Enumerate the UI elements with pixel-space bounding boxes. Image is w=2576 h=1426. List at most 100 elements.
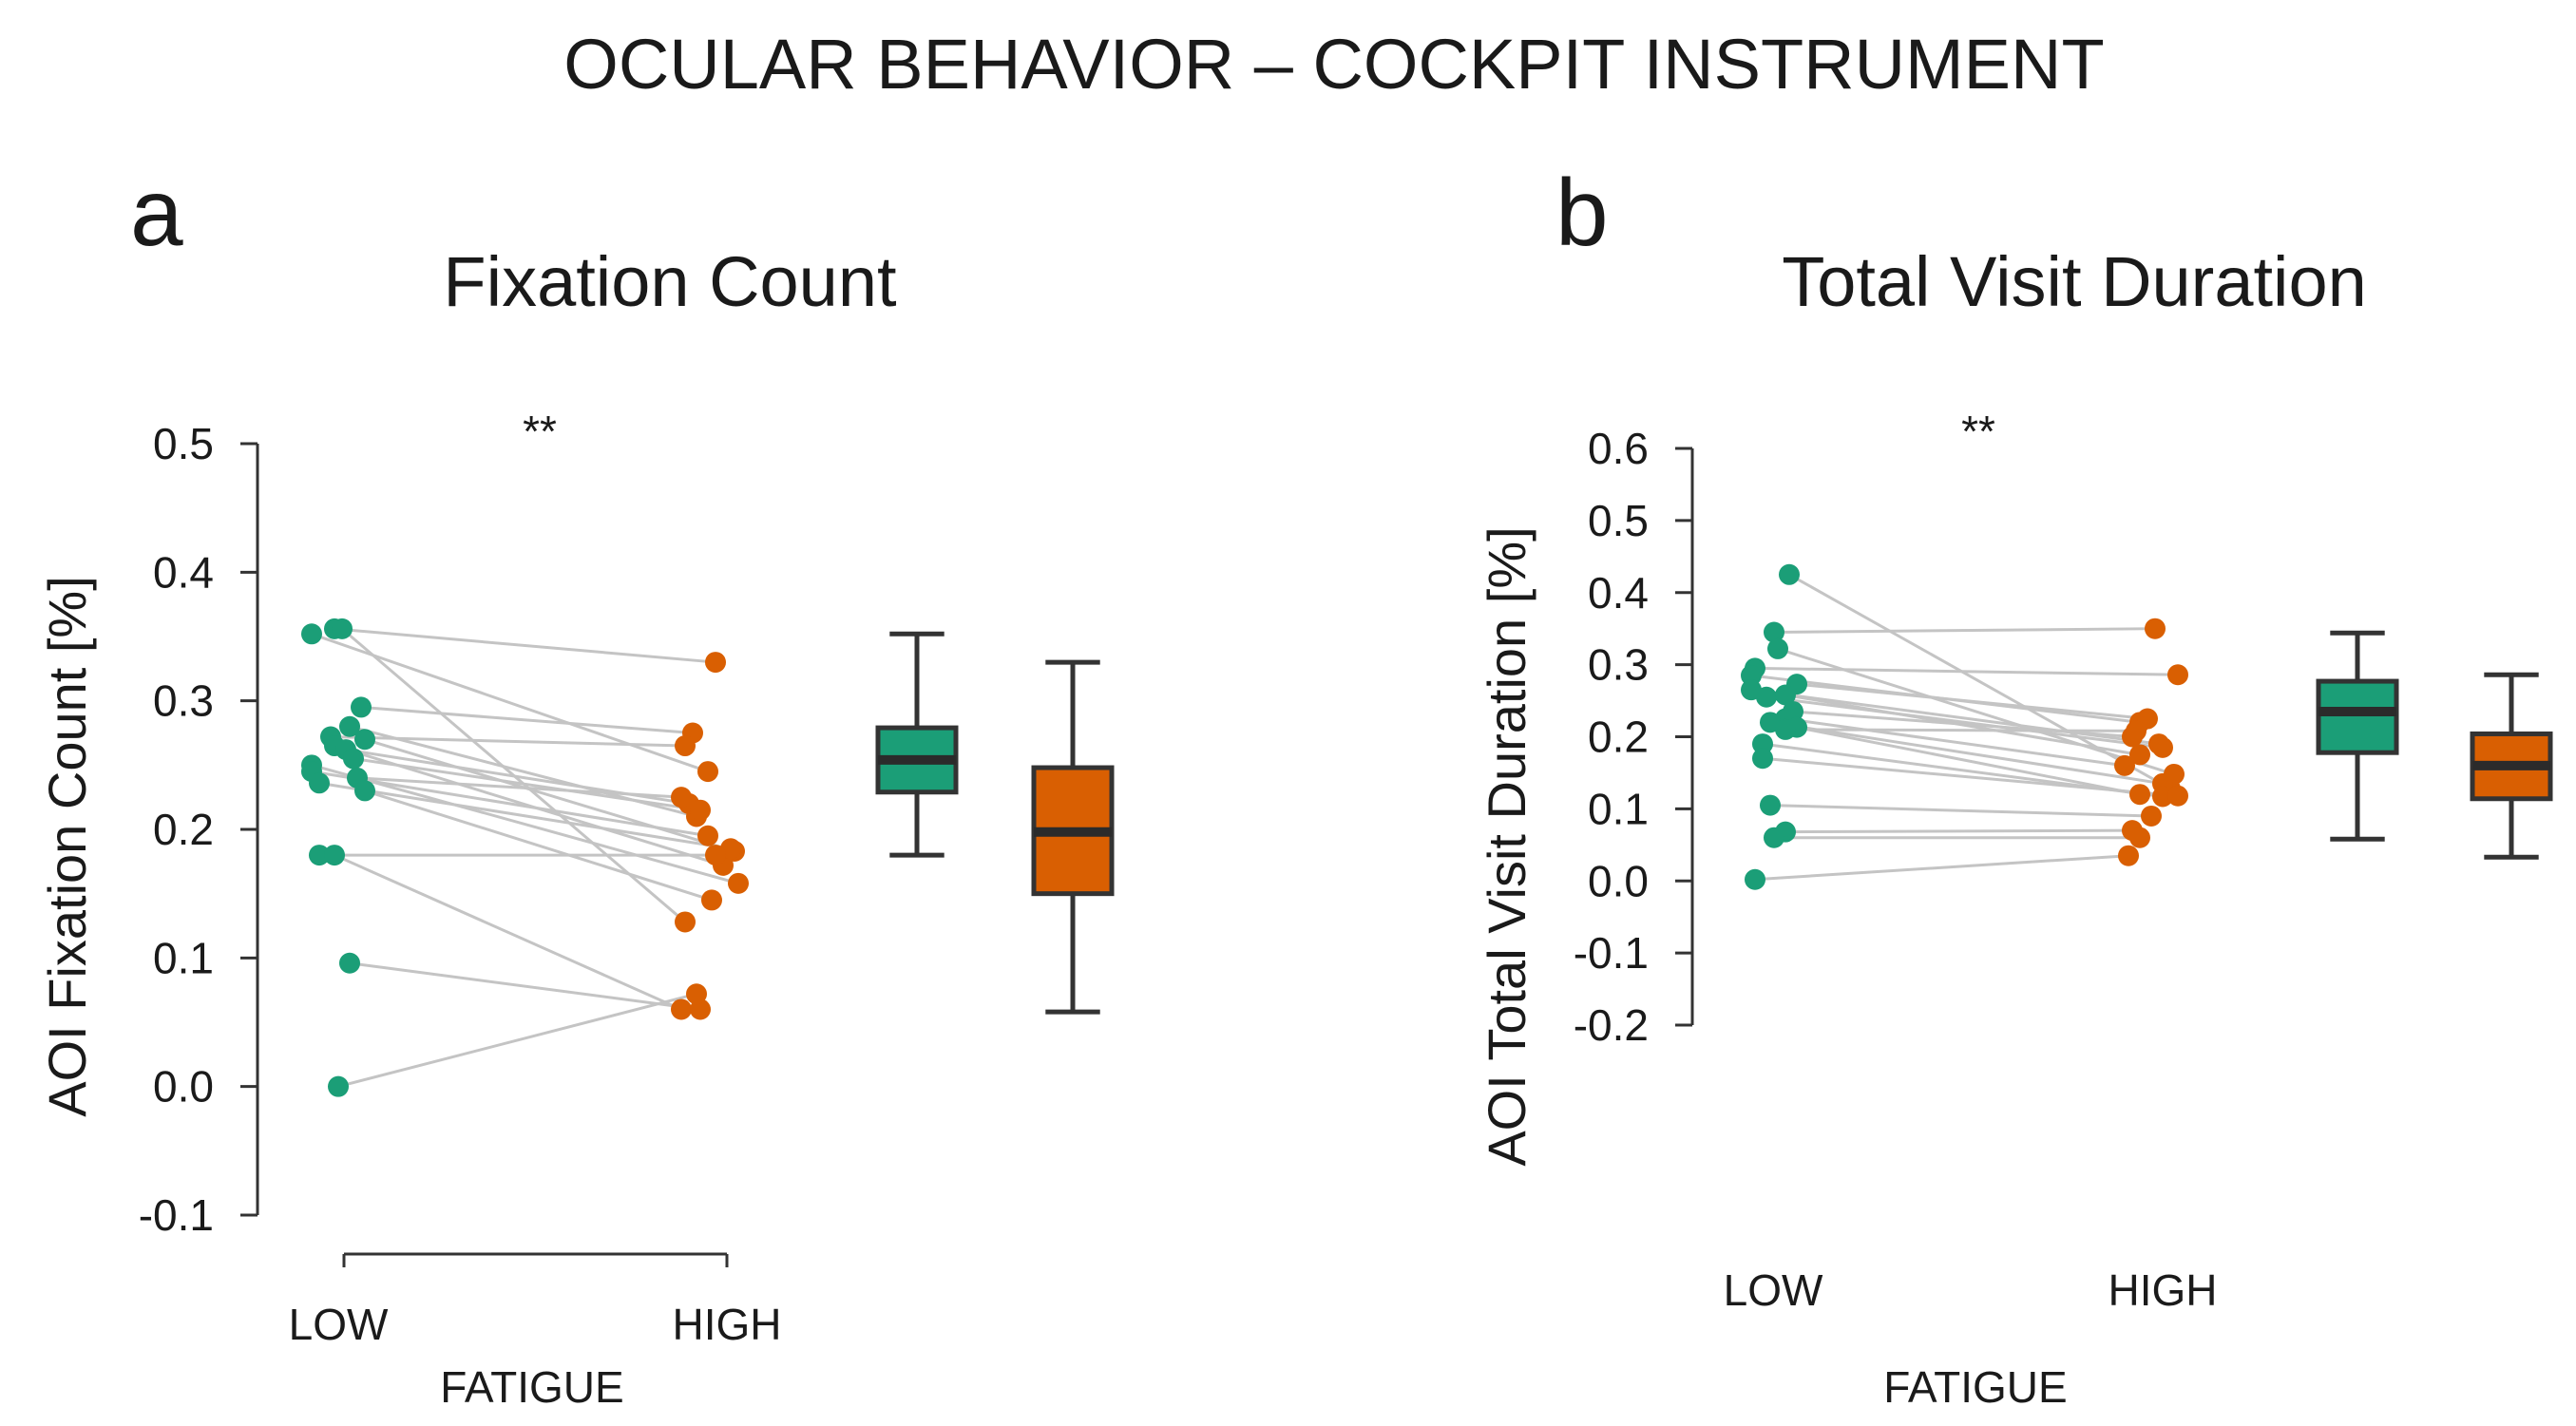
panel-b-x-label-high: HIGH — [2109, 1265, 2218, 1315]
panel-a-low-point — [339, 715, 360, 737]
panel-a-chart: -0.1 0.0 0.1 0.2 0.3 0.4 0.5 AOI Fixation Count… — [37, 407, 1115, 1412]
panel-b-chart: -0.2 -0.1 0.0 0.1 0.2 0.3 0.4 0.5 0.6 AOI Total V… — [1477, 407, 2553, 1412]
panel-b-low-point — [1767, 637, 1788, 659]
panel-a-low-point — [354, 729, 375, 751]
panel-a-pair-line — [318, 781, 732, 850]
panel-b-letter: b — [1555, 160, 1609, 266]
panel-b-y-tick-label: 0.6 — [1588, 424, 1649, 473]
panel-b-y-tick-label: 0.0 — [1588, 856, 1649, 905]
panel-b-pair-line — [1754, 666, 2179, 676]
panel-b-pair-line — [1765, 695, 2164, 750]
panel-b-y-axis-title: AOI Total Visit Duration [%] — [1477, 526, 1536, 1166]
panel-b-high-point — [2152, 736, 2173, 758]
panel-b-low-point — [1764, 621, 1784, 643]
panel-a-y-axis-title: AOI Fixation Count [%] — [37, 576, 97, 1117]
panel-b-low-point — [1752, 748, 1773, 770]
panel-a-pair-line — [337, 992, 697, 1089]
panel-b-low-point — [1775, 684, 1796, 706]
panel-a-high-point — [728, 872, 749, 894]
panel-a-low-point — [301, 623, 322, 645]
panel-a-y-tick-label: 0.2 — [153, 805, 214, 854]
panel-b-low-point — [1741, 665, 1762, 687]
panel-a-high-point — [705, 845, 726, 866]
panel-b-high-point — [2167, 664, 2188, 686]
panel-a-high-point — [671, 787, 692, 808]
panel-b-low-point — [1752, 733, 1773, 755]
panel-a-y-tick-label: -0.1 — [139, 1190, 214, 1240]
panel-b-pair-line — [1784, 728, 2137, 732]
panel-a-pair-line — [349, 961, 701, 1011]
panel-a-y-tick-label: 0.3 — [153, 676, 214, 726]
panel-a-low-point — [339, 952, 360, 974]
panel-b-y-tick-label: 0.1 — [1588, 784, 1649, 833]
panel-a-y-tick-label: 0.0 — [153, 1062, 214, 1112]
panel-a-low-point — [309, 772, 330, 794]
panel-a-low-point — [332, 618, 353, 639]
panel-b-y-tick-label: 0.3 — [1588, 640, 1649, 690]
panel-a-low-point — [343, 748, 364, 770]
panel-b-pair-line — [1796, 682, 2148, 721]
panel-b-significance: ** — [1961, 407, 1995, 456]
panel-a-pair-line — [311, 770, 709, 838]
panel-b-high-point — [2152, 786, 2173, 808]
panel-b-y-tick-label: -0.1 — [1574, 928, 1649, 978]
panel-b-high-point — [2129, 784, 2150, 806]
panel-a-pair-line — [311, 632, 709, 773]
panel-a-high-point — [675, 735, 696, 757]
panel-a-low-point — [351, 696, 372, 718]
panel-b-pair-line — [1769, 720, 2164, 786]
panel-b-x-axis-title: FATIGUE — [1883, 1362, 2067, 1412]
panel-b-title: Total Visit Duration — [1782, 242, 2367, 321]
panel-a-high-point — [690, 799, 711, 821]
panel-a-title: Fixation Count — [443, 242, 897, 321]
panel-b-y-tick-label: 0.2 — [1588, 713, 1649, 762]
panel-a-y-tick-label: 0.4 — [153, 547, 214, 597]
panel-b-high-point — [2126, 720, 2147, 742]
panel-b-low-point — [1756, 686, 1777, 708]
panel-a-y-tick-label: 0.1 — [153, 933, 214, 982]
panel-b-high-point — [2118, 845, 2139, 866]
panel-b-low-point — [1745, 868, 1765, 890]
panel-a-x-label-low: LOW — [289, 1300, 389, 1349]
panel-a-high-point — [701, 889, 722, 911]
panel-b-y-tick-label: -0.2 — [1574, 1000, 1649, 1050]
panel-a-pair-line — [356, 776, 682, 799]
panel-a-pair-line — [311, 763, 739, 885]
panel-a-pair-line — [360, 705, 694, 734]
panel-b-high-point — [2145, 618, 2166, 639]
panel-b-low-point — [1760, 794, 1781, 816]
panel-a-low-point — [324, 845, 345, 866]
panel-b-pair-line — [1788, 573, 2171, 790]
panel-b-pair-line — [1784, 828, 2133, 834]
panel-b-high-point — [2129, 744, 2150, 766]
panel-b-x-label-low: LOW — [1724, 1265, 1823, 1315]
panel-b-pair-line — [1796, 726, 2141, 796]
panel-b-low-point — [1775, 718, 1796, 740]
panel-b-boxplot-low-box — [2316, 678, 2399, 755]
panel-a-pair-line — [334, 627, 716, 664]
figure-title: OCULAR BEHAVIOR – COCKPIT INSTRUMENT — [563, 25, 2104, 104]
panel-a-pair-line — [364, 789, 713, 902]
panel-a-high-point — [697, 761, 718, 783]
panel-b-pair-line — [1754, 854, 2129, 882]
panel-a-high-point — [675, 911, 696, 933]
panel-b-y-tick-label: 0.5 — [1588, 496, 1649, 545]
panel-b-low-point — [1764, 827, 1784, 848]
panel-a-low-point — [309, 845, 330, 866]
panel-b-y-tick-label: 0.4 — [1588, 568, 1649, 618]
panel-b-pair-line — [1792, 710, 2133, 738]
panel-a-high-point — [686, 983, 707, 1005]
panel-a-y-tick-label: 0.5 — [153, 419, 214, 468]
panel-a-x-axis-title: FATIGUE — [440, 1362, 623, 1412]
panel-b-pair-line — [1769, 804, 2152, 818]
panel-a-x-label-high: HIGH — [673, 1300, 782, 1349]
panel-a-pair-line — [334, 853, 682, 1011]
panel-b-pair-line — [1784, 717, 2126, 768]
panel-b-low-point — [1779, 563, 1800, 585]
panel-a-pair-line — [364, 737, 735, 853]
panel-b-high-point — [2114, 754, 2135, 776]
panel-a-low-point — [354, 780, 375, 802]
panel-a-high-point — [705, 652, 726, 674]
panel-b-pair-line — [1773, 627, 2156, 634]
